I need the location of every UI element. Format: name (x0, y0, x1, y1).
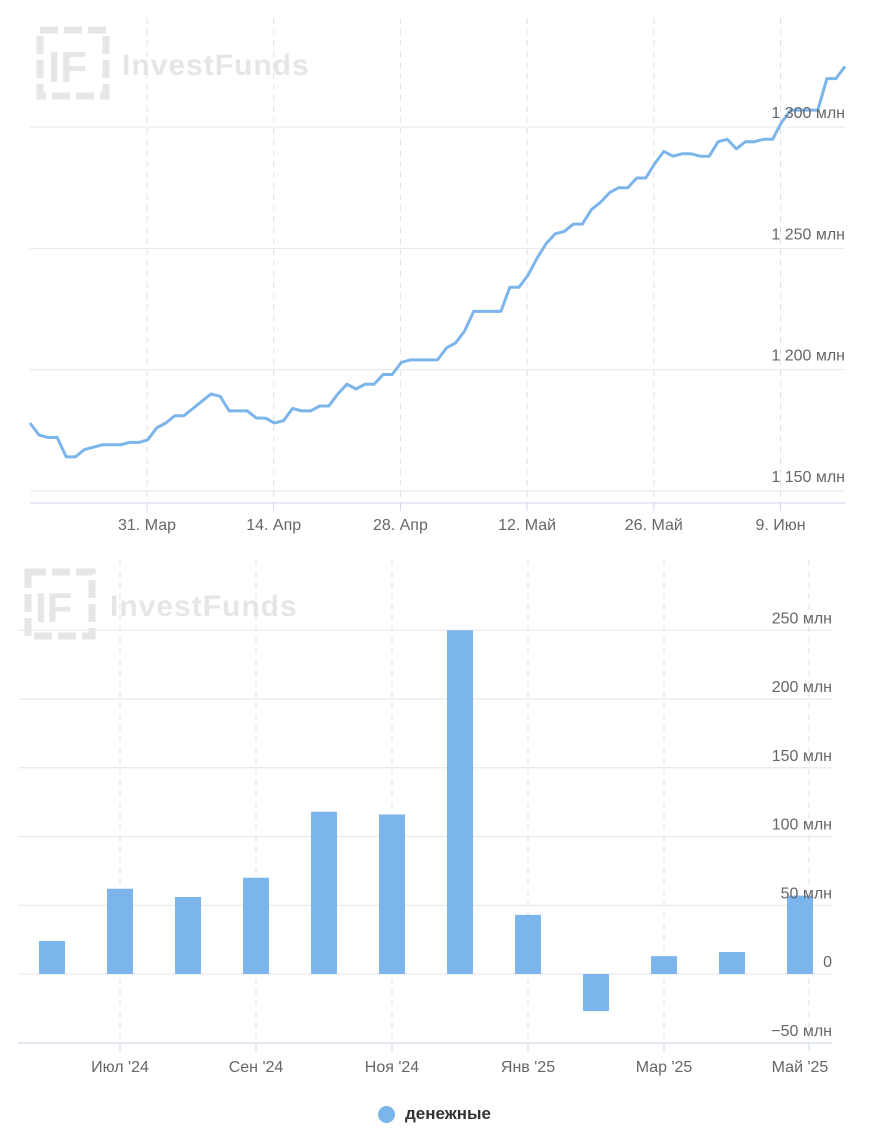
bar[interactable] (583, 974, 609, 1012)
x-grid (146, 18, 781, 511)
watermark-logo-text: IF (35, 584, 72, 631)
bar[interactable] (515, 914, 541, 974)
series-bars (39, 630, 813, 1012)
series-line (28, 65, 847, 459)
y-tick-label: 1 150 млн (771, 469, 845, 486)
y-tick-label: 150 млн (772, 748, 832, 765)
y-grid (18, 629, 832, 1044)
y-tick-label: 1 250 млн (771, 226, 845, 243)
watermark: IF InvestFunds (24, 568, 298, 640)
y-tick-label: −50 млн (771, 1023, 832, 1040)
x-tick-label: 31. Мар (118, 517, 176, 534)
x-tick-label: 14. Апр (246, 517, 301, 534)
bar[interactable] (107, 888, 133, 974)
y-tick-label: 0 (823, 954, 832, 971)
watermark-logo-icon: IF (36, 26, 110, 100)
x-tick-label: Ноя '24 (365, 1059, 420, 1076)
bar[interactable] (447, 630, 473, 974)
watermark: IF InvestFunds (36, 26, 310, 100)
y-grid (30, 126, 845, 504)
watermark-logo-text: IF (48, 43, 87, 92)
x-tick-label: Сен '24 (229, 1059, 284, 1076)
nav-line-chart: IF InvestFunds 1 150 млн 1 200 млн 1 250 м… (28, 18, 847, 534)
y-tick-label: 1 300 млн (771, 105, 845, 122)
x-tick-label: Май '25 (772, 1059, 829, 1076)
legend-marker (377, 1105, 395, 1123)
x-tick-label: 26. Май (625, 517, 683, 534)
x-tick-label: Июл '24 (91, 1059, 149, 1076)
y-tick-label: 200 млн (772, 679, 832, 696)
bar[interactable] (175, 897, 201, 974)
y-tick-label: 1 200 млн (771, 348, 845, 365)
x-tick-label: 28. Апр (373, 517, 428, 534)
watermark-logo-icon: IF (24, 568, 96, 640)
bar[interactable] (379, 814, 405, 975)
bar[interactable] (719, 952, 745, 974)
x-grid (119, 560, 810, 1051)
bar[interactable] (651, 956, 677, 974)
y-axis-labels: −50 млн 0 50 млн 100 млн 150 млн 200 млн 250 м… (771, 610, 832, 1040)
x-tick-label: Мар '25 (636, 1059, 693, 1076)
y-tick-label: 250 млн (772, 610, 832, 627)
x-tick-label: 12. Май (498, 517, 556, 534)
series-line-path[interactable] (28, 65, 847, 459)
bar[interactable] (311, 811, 337, 974)
x-axis-labels: Июл '24 Сен '24 Ноя '24 Янв '25 Мар '25 Май '… (91, 1059, 828, 1076)
bar[interactable] (39, 941, 65, 974)
bar[interactable] (787, 895, 813, 974)
watermark-brand-text: InvestFunds (110, 590, 298, 623)
y-axis-labels: 1 150 млн 1 200 млн 1 250 млн 1 300 млн (771, 105, 845, 486)
bar[interactable] (243, 877, 269, 974)
flows-bar-chart: IF InvestFunds −50 млн 0 50 млн 100 млн 150 … (18, 560, 832, 1076)
x-axis-labels: 31. Мар 14. Апр 28. Апр 12. Май 26. Май 9. Ию… (118, 517, 806, 534)
y-tick-label: 50 млн (781, 885, 832, 902)
x-tick-label: Янв '25 (501, 1059, 555, 1076)
legend-label[interactable]: денежные (404, 1104, 492, 1123)
y-tick-label: 100 млн (772, 817, 832, 834)
legend[interactable]: денежные (0, 1100, 869, 1128)
watermark-brand-text: InvestFunds (122, 49, 310, 82)
x-tick-label: 9. Июн (755, 517, 805, 534)
